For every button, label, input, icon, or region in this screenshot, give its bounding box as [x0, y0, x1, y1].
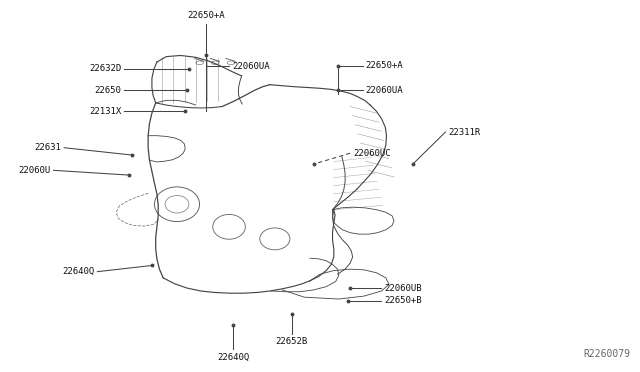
Text: 22650+B: 22650+B [385, 296, 422, 305]
Text: 22060UA: 22060UA [232, 62, 270, 71]
Text: 22131X: 22131X [89, 107, 121, 116]
Text: 22311R: 22311R [449, 128, 481, 137]
Text: 22650+A: 22650+A [366, 61, 403, 70]
Text: R2260079: R2260079 [584, 349, 630, 359]
Text: 22060UC: 22060UC [353, 149, 391, 158]
Text: 22060UA: 22060UA [366, 86, 403, 95]
Text: 22640Q: 22640Q [62, 267, 94, 276]
Text: 22631: 22631 [34, 143, 61, 152]
Text: 22632D: 22632D [89, 64, 121, 73]
Text: 22640Q: 22640Q [218, 353, 250, 362]
Text: 22060U: 22060U [18, 166, 51, 175]
Text: 22060UB: 22060UB [385, 283, 422, 292]
Text: 22652B: 22652B [276, 337, 308, 346]
Text: 22650: 22650 [94, 86, 121, 94]
Text: 22650+A: 22650+A [187, 11, 225, 20]
